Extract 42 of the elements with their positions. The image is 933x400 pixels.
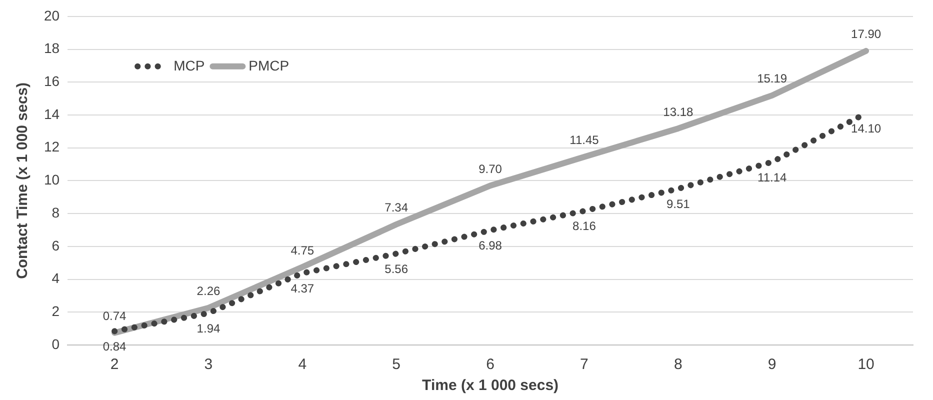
data-label: 4.75 (290, 243, 314, 258)
data-label: 4.37 (290, 282, 314, 296)
data-label: 0.84 (102, 340, 127, 354)
x-tick-label: 6 (486, 356, 494, 374)
y-axis-title: Contact Time (x 1 000 secs) (14, 82, 32, 279)
legend-label: PMCP (248, 57, 290, 74)
data-label: 0.74 (102, 309, 127, 324)
x-tick-label: 2 (110, 356, 119, 374)
data-label: 11.45 (570, 133, 600, 148)
data-label: 11.14 (758, 170, 787, 184)
data-label: 9.70 (478, 162, 502, 176)
y-tick-label: 10 (44, 172, 60, 188)
y-tick-label: 14 (44, 106, 60, 122)
y-tick-label: 12 (44, 138, 60, 155)
x-tick-label: 9 (768, 356, 776, 374)
data-label: 9.51 (666, 197, 690, 212)
x-tick-label: 8 (674, 356, 682, 374)
legend-label: MCP (174, 57, 205, 74)
x-tick-label: 10 (858, 356, 874, 374)
x-tick-label: 7 (580, 356, 588, 374)
data-label: 6.98 (478, 238, 502, 253)
data-label: 17.90 (851, 27, 882, 42)
x-tick-label: 3 (204, 356, 213, 374)
data-label: 2.26 (196, 284, 220, 298)
data-label: 7.34 (384, 200, 408, 215)
data-label: 14.10 (851, 122, 882, 136)
data-label: 5.56 (384, 262, 408, 276)
y-tick-label: 8 (52, 204, 60, 220)
data-label: 15.19 (757, 72, 788, 86)
y-tick-label: 4 (52, 270, 60, 286)
x-tick-label: 4 (298, 356, 307, 374)
data-label: 13.18 (663, 104, 694, 119)
x-axis-title: Time (x 1 000 secs) (422, 377, 559, 394)
y-tick-label: 18 (44, 40, 60, 56)
x-tick-label: 5 (392, 356, 401, 374)
data-label: 8.16 (572, 219, 596, 234)
y-tick-label: 2 (52, 303, 60, 319)
data-label: 1.94 (196, 321, 220, 336)
y-tick-label: 16 (44, 72, 60, 89)
y-tick-label: 0 (52, 336, 60, 352)
y-tick-label: 20 (44, 7, 60, 24)
y-tick-label: 6 (52, 237, 60, 254)
